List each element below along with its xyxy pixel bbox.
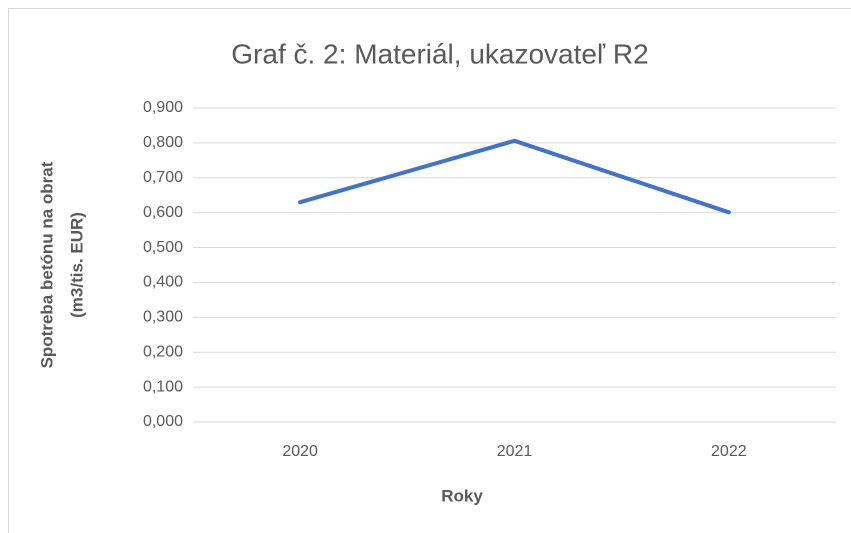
y-axis-label-line: (m3/tis. EUR) (67, 212, 86, 318)
y-tick-label: 0,600 (143, 204, 183, 221)
x-tick-label: 2022 (711, 443, 747, 460)
x-tick-label: 2021 (497, 443, 533, 460)
y-tick-label: 0,200 (143, 343, 183, 360)
chart-border (8, 8, 851, 533)
line-series (298, 138, 731, 215)
y-tick-label: 0,800 (143, 134, 183, 151)
y-tick-label: 0,900 (143, 99, 183, 116)
chart-title: Graf č. 2: Materiál, ukazovateľ R2 (231, 38, 648, 69)
y-axis-label-line: Spotreba betónu na obrat (37, 161, 56, 368)
y-tick-label: 0,400 (143, 274, 183, 291)
y-tick-label: 0,300 (143, 309, 183, 326)
y-tick-label: 0,500 (143, 239, 183, 256)
y-axis-label: Spotreba betónu na obrat (m3/tis. EUR) (37, 161, 86, 368)
y-tick-label: 0,100 (143, 378, 183, 395)
x-axis-label: Roky (441, 486, 483, 505)
y-tick-label: 0,000 (143, 413, 183, 430)
x-tick-label: 2020 (282, 443, 318, 460)
y-tick-label: 0,700 (143, 169, 183, 186)
